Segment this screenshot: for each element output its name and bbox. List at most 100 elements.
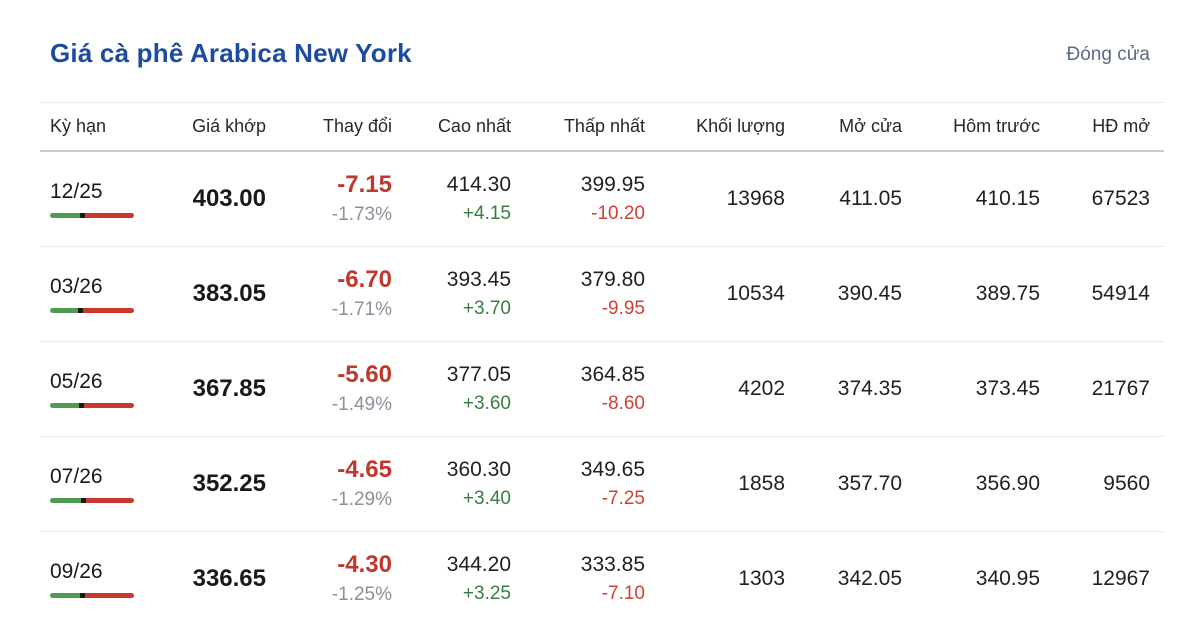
cell-prev: 389.75: [902, 245, 1040, 341]
column-header-term: Kỳ hạn: [40, 103, 180, 152]
range-bar-green-segment: [50, 592, 81, 598]
term-label: 09/26: [50, 559, 103, 583]
range-bar: [50, 402, 134, 408]
cell-volume: 4202: [645, 340, 785, 436]
volume-value: 13968: [726, 186, 785, 210]
cell-high: 377.05 +3.60: [392, 340, 511, 436]
table-body: 12/25 403.00 -7.15 -1.73% 414.30 +4.15 3…: [40, 151, 1164, 623]
change-value: -4.30: [337, 551, 392, 579]
cell-term: 05/26: [40, 340, 180, 436]
range-bar-marker: [81, 497, 87, 503]
low-value: 364.85: [580, 362, 645, 386]
low-diff: -7.25: [601, 487, 645, 509]
range-bar-marker: [77, 307, 83, 313]
open-value: 390.45: [837, 281, 902, 305]
volume-value: 1858: [738, 471, 785, 495]
cell-prev: 373.45: [902, 340, 1040, 436]
table-row: 09/26 336.65 -4.30 -1.25% 344.20 +3.25 3…: [40, 530, 1164, 623]
page-title: Giá cà phê Arabica New York: [50, 38, 412, 68]
range-bar-marker: [80, 212, 86, 218]
cell-open-interest: 9560: [1040, 435, 1164, 531]
range-bar-green-segment: [50, 402, 80, 408]
cell-low: 349.65 -7.25: [511, 435, 645, 531]
low-value: 399.95: [580, 172, 645, 196]
range-bar-green-segment: [50, 497, 82, 503]
futures-price-table: Kỳ hạn Giá khớp Thay đổi Cao nhất Thấp nhất K…: [40, 103, 1164, 623]
cell-term: 07/26: [40, 435, 180, 531]
term-label: 05/26: [50, 369, 103, 393]
cell-term: 12/25: [40, 151, 180, 246]
column-header-high: Cao nhất: [392, 103, 511, 152]
high-value: 393.45: [446, 267, 511, 291]
column-header-volume: Khối lượng: [645, 103, 785, 152]
cell-change: -4.30 -1.25%: [266, 530, 392, 623]
change-percent: -1.25%: [331, 584, 392, 606]
high-diff: +4.15: [462, 202, 511, 224]
prev-day-value: 373.45: [975, 376, 1040, 400]
volume-value: 1303: [738, 566, 785, 590]
cell-prev: 410.15: [902, 151, 1040, 246]
low-value: 333.85: [580, 552, 645, 576]
cell-low: 379.80 -9.95: [511, 245, 645, 341]
top-divider: [40, 102, 1164, 103]
term-label: 03/26: [50, 274, 103, 298]
cell-volume: 10534: [645, 245, 785, 341]
cell-open-interest: 12967: [1040, 530, 1164, 623]
last-price-value: 383.05: [192, 279, 266, 307]
table-row: 07/26 352.25 -4.65 -1.29% 360.30 +3.40 3…: [40, 435, 1164, 531]
volume-value: 4202: [738, 376, 785, 400]
cell-open: 390.45: [785, 245, 902, 341]
cell-last-price: 383.05: [180, 245, 266, 341]
low-diff: -8.60: [601, 392, 645, 414]
low-diff: -10.20: [591, 202, 645, 224]
last-price-value: 403.00: [192, 184, 266, 212]
low-diff: -9.95: [601, 297, 645, 319]
range-bar-marker: [79, 402, 85, 408]
prev-day-value: 410.15: [975, 186, 1040, 210]
open-interest-value: 9560: [1103, 471, 1150, 495]
high-value: 414.30: [446, 172, 511, 196]
cell-prev: 340.95: [902, 530, 1040, 623]
prev-day-value: 340.95: [975, 566, 1040, 590]
cell-low: 333.85 -7.10: [511, 530, 645, 623]
range-bar-green-segment: [50, 307, 78, 313]
cell-open: 357.70: [785, 435, 902, 531]
open-value: 342.05: [837, 566, 902, 590]
volume-value: 10534: [726, 281, 785, 305]
cell-last-price: 367.85: [180, 340, 266, 436]
column-header-last: Giá khớp: [180, 103, 266, 152]
high-diff: +3.40: [462, 487, 511, 509]
open-interest-value: 21767: [1091, 376, 1150, 400]
cell-last-price: 403.00: [180, 151, 266, 246]
cell-change: -4.65 -1.29%: [266, 435, 392, 531]
last-price-value: 336.65: [192, 564, 266, 592]
table-row: 05/26 367.85 -5.60 -1.49% 377.05 +3.60 3…: [40, 340, 1164, 436]
open-value: 411.05: [839, 186, 902, 210]
cell-last-price: 352.25: [180, 435, 266, 531]
cell-prev: 356.90: [902, 435, 1040, 531]
high-diff: +3.25: [462, 582, 511, 604]
cell-low: 364.85 -8.60: [511, 340, 645, 436]
range-bar-red-segment: [85, 592, 134, 598]
open-interest-value: 54914: [1091, 281, 1150, 305]
column-header-low: Thấp nhất: [511, 103, 645, 152]
term-label: 07/26: [50, 464, 103, 488]
cell-open-interest: 21767: [1040, 340, 1164, 436]
cell-change: -5.60 -1.49%: [266, 340, 392, 436]
high-diff: +3.70: [462, 297, 511, 319]
last-price-value: 352.25: [192, 469, 266, 497]
range-bar-red-segment: [84, 402, 134, 408]
change-percent: -1.71%: [331, 299, 392, 320]
change-value: -5.60: [337, 361, 392, 388]
cell-high: 393.45 +3.70: [392, 245, 511, 341]
open-interest-value: 12967: [1091, 566, 1150, 590]
cell-change: -6.70 -1.71%: [266, 245, 392, 341]
page-header: Giá cà phê Arabica New York Đóng cửa: [50, 38, 1150, 69]
range-bar-marker: [80, 592, 86, 598]
range-bar-red-segment: [82, 307, 134, 313]
open-value: 374.35: [837, 376, 902, 400]
change-percent: -1.29%: [331, 489, 392, 510]
range-bar-green-segment: [50, 212, 81, 218]
cell-open-interest: 54914: [1040, 245, 1164, 341]
cell-open: 411.05: [785, 151, 902, 246]
